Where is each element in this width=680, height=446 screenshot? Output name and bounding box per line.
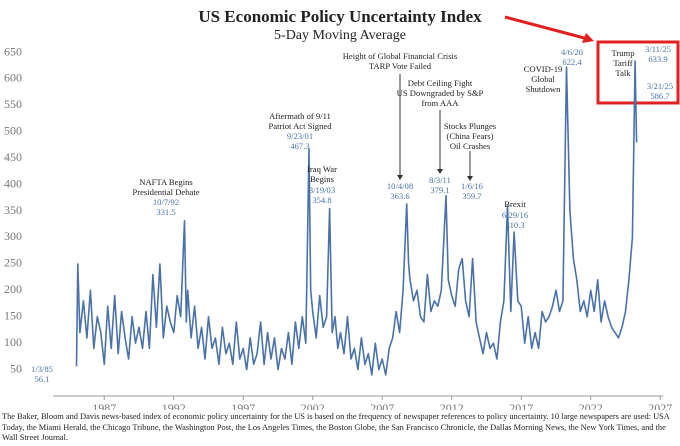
annotation-text: US Downgraded by S&P (397, 88, 484, 98)
annotation-text: Talk (615, 68, 631, 78)
annotation-arrowhead (397, 175, 403, 180)
annotation-value: 359.7 (462, 191, 482, 201)
annotation-value: 354.8 (312, 195, 331, 205)
y-tick-label: 500 (4, 124, 22, 138)
y-tick-label: 350 (4, 203, 22, 217)
x-tick-label: 1992 (162, 401, 186, 410)
highlight-arrowhead (582, 33, 594, 43)
annotation-text: COVID-19 (524, 64, 563, 74)
y-tick-label: 200 (4, 282, 22, 296)
annotation-text: Begins (310, 174, 335, 184)
annotation-text: Stocks Plunges (444, 121, 497, 131)
x-tick-label: 1987 (92, 401, 116, 410)
x-tick-label: 2012 (440, 401, 464, 410)
annotation-value: 56.1 (34, 374, 49, 384)
y-tick-label: 650 (4, 44, 22, 58)
x-tick-label: 2017 (509, 401, 533, 410)
x-tick-label: 2002 (301, 401, 325, 410)
y-tick-label: 300 (4, 229, 22, 243)
x-tick-label: 2007 (370, 401, 394, 410)
highlight-box (596, 40, 680, 105)
annotation-value: 586.7 (650, 91, 670, 101)
y-tick-label: 400 (4, 176, 22, 190)
annotation-date: 9/23/01 (287, 131, 313, 141)
y-tick-label: 150 (4, 308, 22, 322)
annotation-text: from AAA (422, 98, 460, 108)
annotation-value: 363.6 (390, 191, 410, 201)
annotation-date: 3/11/25 (645, 44, 671, 54)
annotation-date: 3/21/25 (647, 81, 673, 91)
annotation-date: 10/7/92 (153, 197, 179, 207)
footnote: The Baker, Bloom and Davis news-based in… (2, 412, 670, 443)
annotation-text: Brexit (504, 199, 526, 209)
annotation-value: 633.9 (648, 54, 667, 64)
y-tick-label: 50 (10, 361, 22, 375)
annotation-date: 6/29/16 (502, 210, 529, 220)
annotation-text: Height of Global Financial Crisis (343, 51, 458, 61)
annotation-arrowhead (437, 169, 443, 174)
chart: US Economic Policy Uncertainty Index 5-D… (4, 7, 680, 410)
highlight-arrow (504, 15, 589, 41)
annotation-text: Iraq War (307, 164, 337, 174)
data-line (75, 60, 638, 376)
annotation-text: Patriot Act Signed (268, 121, 332, 131)
annotation-date: 1/6/16 (461, 181, 484, 191)
annotation-date: 10/4/08 (387, 181, 413, 191)
annotation-value: 310.3 (505, 220, 524, 230)
annotation-value: 331.5 (156, 207, 175, 217)
x-tick-label: 1997 (231, 401, 255, 410)
annotation-date: 4/6/20 (561, 47, 583, 57)
annotation-text: Trump (611, 48, 634, 58)
annotation-value: 622.4 (562, 57, 582, 67)
annotation-text: Tariff (613, 58, 632, 68)
annotation-text: Global (531, 74, 555, 84)
annotation-date: 8/3/11 (429, 175, 451, 185)
x-tick-label: 2027 (648, 401, 672, 410)
annotation-text: NAFTA Begins (139, 177, 193, 187)
annotation-text: (China Fears) (446, 131, 493, 141)
annotation-text: Aftermath of 9/11 (269, 111, 331, 121)
annotation-date: 1/3/85 (31, 364, 53, 374)
annotation-text: Oil Crashes (450, 141, 491, 151)
y-tick-label: 600 (4, 71, 22, 85)
y-tick-label: 250 (4, 256, 22, 270)
x-tick-label: 2022 (579, 401, 603, 410)
annotation-text: TARP Vote Failed (369, 61, 432, 71)
annotation-text: Shutdown (526, 84, 562, 94)
annotation-value: 467.3 (290, 141, 309, 151)
annotation-value: 379.1 (430, 185, 449, 195)
annotation-arrowhead (467, 176, 473, 181)
annotation-text: Debt Ceiling Fight (408, 78, 473, 88)
chart-title: US Economic Policy Uncertainty Index (198, 7, 482, 26)
chart-subtitle: 5-Day Moving Average (274, 28, 406, 43)
y-tick-label: 100 (4, 335, 22, 349)
y-tick-label: 550 (4, 97, 22, 111)
annotation-date: 3/19/03 (309, 185, 335, 195)
y-tick-label: 450 (4, 150, 22, 164)
annotation-text: Presidential Debate (132, 187, 199, 197)
